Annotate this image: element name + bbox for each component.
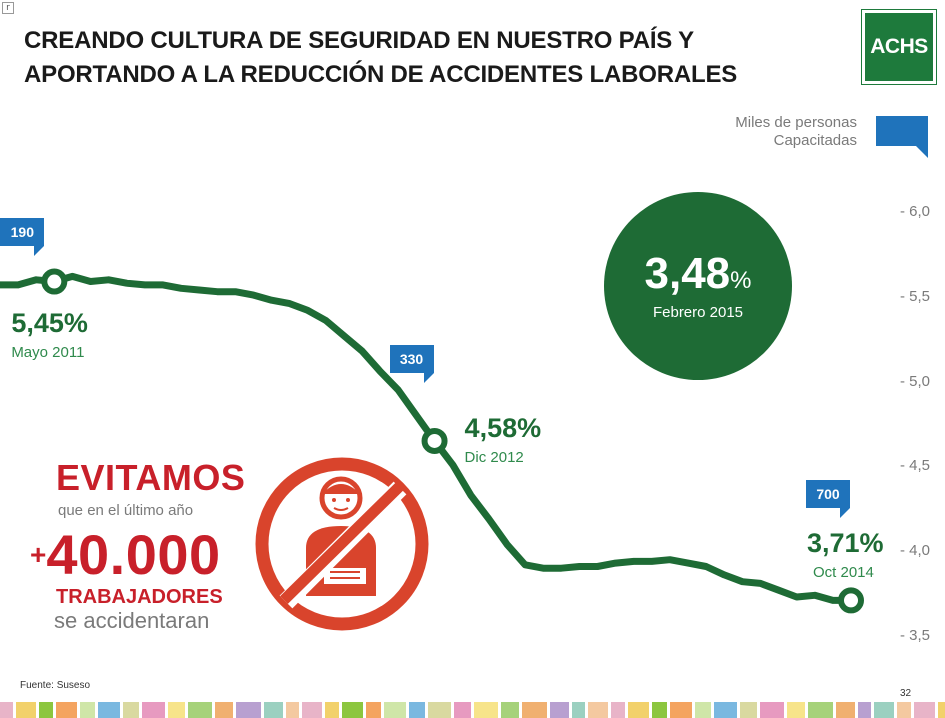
y-tick-label: - 4,0 (900, 542, 931, 560)
data-point-date-label: Dic 2012 (464, 448, 524, 466)
campaign-headline: EVITAMOS (56, 457, 246, 498)
data-point-value-label: 5,45% (11, 307, 88, 338)
trained-people-flag: 330 (389, 344, 434, 383)
unit-flag-icon (876, 116, 928, 158)
y-tick-label: - 5,5 (900, 287, 931, 305)
data-point-marker (421, 427, 448, 454)
no-accident-worker-icon (255, 457, 429, 631)
current-rate-date: Febrero 2015 (652, 304, 744, 321)
series-line (0, 272, 855, 604)
data-point-marker (41, 268, 68, 295)
y-tick-label: - 4,5 (900, 457, 931, 475)
title-line-2: APORTANDO A LA REDUCCIÓN DE ACCIDENTES L… (24, 61, 738, 88)
page-title: CREANDO CULTURA DE SEGURIDAD EN NUESTRO … (24, 24, 824, 92)
source-note: Fuente: Suseso (20, 680, 91, 691)
data-point-date-label: Oct 2014 (813, 564, 874, 582)
campaign-line-2: TRABAJADORES (56, 586, 223, 608)
y-tick-label: - 5,0 (900, 372, 931, 390)
campaign-line-1: que en el último año (58, 502, 194, 519)
campaign-plus: + (30, 539, 47, 570)
unit-label-line-1: Miles de personas (735, 114, 857, 131)
data-point-value-label: 4,58% (464, 412, 542, 443)
campaign-number: +40.000 (30, 522, 221, 603)
title-line-1: CREANDO CULTURA DE SEGURIDAD EN NUESTRO … (24, 27, 694, 54)
current-rate-unit: % (730, 267, 752, 294)
trained-people-flag: 700 (806, 480, 850, 519)
unit-label-line-2: Capacitadas (773, 132, 857, 149)
current-rate-value: 3,48% (604, 250, 792, 305)
campaign-line-3: se accidentaran (54, 608, 210, 633)
page-number: 32 (900, 688, 912, 699)
trained-people-flag: 190 (0, 217, 45, 256)
data-point-value-label: 3,71% (807, 528, 884, 559)
y-tick-label: - 6,0 (900, 203, 931, 220)
current-rate-bubble: 3,48% Febrero 2015 (604, 192, 792, 380)
unit-label: Miles de personas Capacitadas (637, 114, 857, 150)
achs-logo: ACHS (861, 9, 937, 85)
data-point-date-label: Mayo 2011 (11, 343, 85, 361)
corner-mark-icon: r (2, 2, 14, 14)
color-strip (0, 702, 945, 718)
y-tick-label: - 3,5 (900, 627, 931, 644)
campaign-number-value: 40.000 (46, 523, 221, 586)
current-rate-number: 3,48 (644, 249, 731, 298)
accident-rate-chart (0, 268, 864, 614)
data-point-marker (838, 587, 864, 614)
y-axis: - 6,0 - 5,5 - 5,0 - 4,5 - 4,0 - 3,5 (900, 200, 945, 650)
